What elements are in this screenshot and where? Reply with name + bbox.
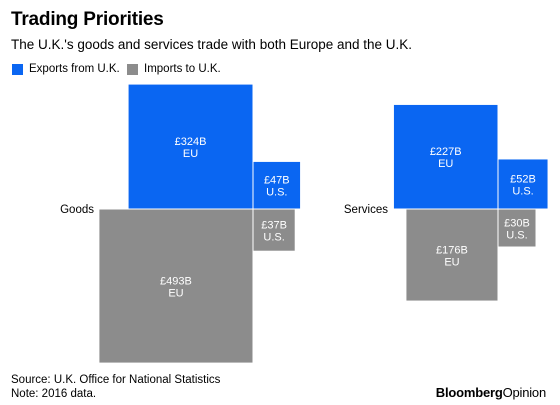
legend-item-imports: Imports to U.K. bbox=[127, 62, 221, 76]
services-group-label: Services bbox=[344, 204, 388, 216]
services-exports-eu-square bbox=[392, 103, 499, 210]
services-exports-us-square bbox=[497, 158, 549, 210]
goods-exports-us-square bbox=[252, 160, 302, 210]
chart-title: Trading Priorities bbox=[11, 9, 164, 30]
goods-group-label: Goods bbox=[60, 204, 94, 216]
goods-imports-us-square bbox=[252, 208, 296, 252]
goods-imports-eu-square bbox=[98, 208, 254, 364]
legend-swatch-imports bbox=[127, 63, 138, 75]
services-imports-eu-square bbox=[405, 208, 499, 302]
goods-exports-eu-square bbox=[127, 83, 254, 210]
legend-item-exports: Exports from U.K. bbox=[12, 62, 120, 76]
legend-label-exports: Exports from U.K. bbox=[29, 63, 120, 75]
goods-exports-us-label: £47B U.S. bbox=[264, 175, 290, 199]
services-imports-us-square bbox=[497, 208, 537, 248]
goods-imports-us-label: £37B U.S. bbox=[261, 219, 287, 243]
brand-logo: BloombergOpinion bbox=[435, 385, 546, 400]
services-exports-us-label: £52B U.S. bbox=[510, 173, 536, 197]
services-exports-eu-label: £227B EU bbox=[430, 146, 462, 170]
chart-subtitle: The U.K.'s goods and services trade with… bbox=[11, 37, 413, 52]
data-note: Note: 2016 data. bbox=[11, 388, 97, 400]
goods-exports-eu-label: £324B EU bbox=[175, 136, 207, 160]
source-note: Source: U.K. Office for National Statist… bbox=[11, 374, 221, 386]
services-imports-eu-label: £176B EU bbox=[436, 244, 468, 268]
legend-swatch-exports bbox=[12, 63, 23, 75]
legend-label-imports: Imports to U.K. bbox=[144, 63, 221, 75]
services-imports-us-label: £30B U.S. bbox=[504, 217, 530, 241]
goods-imports-eu-label: £493B EU bbox=[160, 275, 192, 299]
